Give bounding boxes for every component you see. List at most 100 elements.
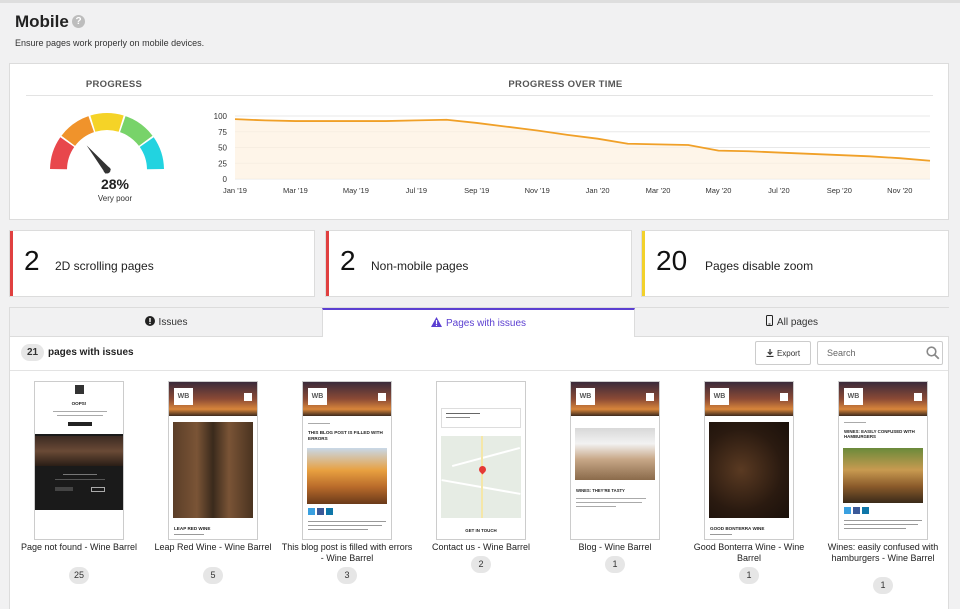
page-title-caption[interactable]: Contact us - Wine Barrel <box>431 542 531 552</box>
x-tick-label: Jan '19 <box>223 186 247 195</box>
thumb-image-wine-bottles <box>173 422 253 518</box>
thumb-text <box>844 528 906 529</box>
thumb-image-vineyard <box>307 448 387 504</box>
thumb-heading: LEAP RED WINE <box>174 526 211 531</box>
page-title-caption[interactable]: Good Bonterra Wine - Wine Barrel <box>693 542 805 563</box>
export-label: Export <box>776 348 801 358</box>
thumb-logo: WB <box>844 388 863 405</box>
x-tick-label: Nov '19 <box>525 186 550 195</box>
top-border <box>0 0 960 3</box>
help-icon[interactable]: ? <box>72 15 85 28</box>
page-subtitle: Ensure pages work properly on mobile dev… <box>15 38 205 48</box>
hamburger-menu-icon <box>780 393 788 401</box>
y-tick-label: 50 <box>218 144 227 153</box>
x-tick-label: Jul '19 <box>406 186 427 195</box>
thumb-image-wine-bottle <box>709 422 789 518</box>
thumb-heading: GET IN TOUCH <box>465 528 497 533</box>
page-thumbnail[interactable]: GET IN TOUCH <box>436 381 526 540</box>
facebook-icon <box>853 507 860 514</box>
progress-line-chart: 0 25 50 75 100 Jan '19 Mar '19 May '19 Jul '19 Se… <box>214 112 931 195</box>
hamburger-menu-icon <box>646 393 654 401</box>
needle <box>86 145 111 174</box>
logo-icon <box>75 385 84 394</box>
issue-count-badge: 3 <box>337 567 357 584</box>
page-thumbnail[interactable]: OOPS! <box>34 381 124 540</box>
stat-number: 20 <box>656 245 688 276</box>
thumb-heading: OOPS! <box>71 401 87 406</box>
thumb-heading: THIS BLOG POST IS FILLED WITH ERRORS <box>308 430 383 441</box>
x-tick-label: Mar '20 <box>646 186 671 195</box>
twitter-icon <box>844 507 851 514</box>
export-button[interactable]: Export <box>755 341 811 365</box>
stat-card-2d-scrolling[interactable]: 2 2D scrolling pages <box>9 230 315 297</box>
hamburger-menu-icon <box>378 393 386 401</box>
map-pin-icon <box>477 464 488 475</box>
thumb-text <box>576 506 616 507</box>
stat-color-bar <box>642 231 645 296</box>
facebook-icon <box>317 508 324 515</box>
page-title-caption[interactable]: Page not found - Wine Barrel <box>20 542 138 552</box>
gauge-segment <box>50 137 75 170</box>
stat-color-bar <box>10 231 13 296</box>
tab-label: Pages with issues <box>445 318 527 329</box>
stat-label: Pages disable zoom <box>705 259 814 273</box>
mobile-phone-icon <box>765 315 773 329</box>
gauge-segment <box>139 137 164 170</box>
page-title-caption[interactable]: Wines: easily confused with hamburgers -… <box>827 542 939 563</box>
stat-card-disable-zoom[interactable]: 20 Pages disable zoom <box>641 230 949 297</box>
stat-card-non-mobile[interactable]: 2 Non-mobile pages <box>325 230 632 297</box>
page-title-caption[interactable]: Leap Red Wine - Wine Barrel <box>154 542 272 552</box>
gauge-segment <box>90 113 124 132</box>
stat-label: 2D scrolling pages <box>55 259 154 273</box>
page-thumbnail[interactable]: WB GOOD BONTERRA WINE <box>704 381 794 540</box>
tab-label: Issues <box>158 316 188 328</box>
thumb-logo: WB <box>308 388 327 405</box>
gauge-arcs <box>50 113 164 170</box>
gauge-percent: 28% <box>100 176 130 192</box>
pages-count-badge: 21 <box>21 344 44 361</box>
thumb-heading: WINES: THEY'RE TASTY <box>576 488 625 493</box>
page-thumbnail[interactable]: WB THIS BLOG POST IS FILLED WITH ERRORS <box>302 381 392 540</box>
search-input[interactable] <box>817 341 943 365</box>
gauge-needle <box>86 145 111 174</box>
pages-count-label: pages with issues <box>48 347 134 358</box>
x-tick-label: May '19 <box>343 186 369 195</box>
thumb-button <box>91 487 105 492</box>
thumb-logo: WB <box>576 388 595 405</box>
thumb-footer <box>35 510 123 539</box>
progress-card: PROGRESS 28% Very poor PROGRESS OVER TIM… <box>9 63 949 220</box>
hamburger-menu-icon <box>914 393 922 401</box>
issue-count-badge: 1 <box>739 567 759 584</box>
x-tick-label: Mar '19 <box>283 186 308 195</box>
tab-label: All pages <box>776 316 819 328</box>
thumb-heading: GOOD BONTERRA WINE <box>710 526 765 531</box>
pages-panel: Issues Pages with issues All pages 21 pa… <box>9 307 949 609</box>
stat-label: Non-mobile pages <box>371 259 469 273</box>
x-tick-label: Sep '20 <box>827 186 852 195</box>
page-title-caption[interactable]: This blog post is filled with errors - W… <box>281 542 413 563</box>
y-tick-label: 0 <box>223 175 228 184</box>
page-thumbnail[interactable]: WB WINES: EASILY CONFUSED WITH HAMBURGER… <box>838 381 928 540</box>
issue-count-badge: 1 <box>873 577 893 594</box>
thumb-text <box>576 498 646 499</box>
page-thumbnail[interactable]: WB LEAP RED WINE <box>168 381 258 540</box>
tab-all-pages[interactable]: All pages <box>635 308 949 337</box>
stat-color-bar <box>326 231 329 296</box>
tab-issues[interactable]: Issues <box>10 308 322 337</box>
thumb-text <box>446 417 470 418</box>
thumb-text <box>308 525 382 526</box>
y-tick-label: 100 <box>214 112 228 121</box>
thumb-image-restaurant <box>35 436 123 466</box>
search-icon[interactable] <box>926 346 940 360</box>
thumb-text <box>63 474 97 475</box>
twitter-icon <box>308 508 315 515</box>
thumb-text <box>844 524 918 525</box>
page-thumbnail[interactable]: WB WINES: THEY'RE TASTY <box>570 381 660 540</box>
tab-pages-with-issues[interactable]: Pages with issues <box>322 308 635 337</box>
x-tick-label: Jan '20 <box>586 186 610 195</box>
hamburger-menu-icon <box>244 393 252 401</box>
thumb-map-card <box>441 408 521 428</box>
thumb-text <box>174 534 204 535</box>
thumb-logo: WB <box>174 388 193 405</box>
page-title-caption[interactable]: Blog - Wine Barrel <box>578 542 652 552</box>
